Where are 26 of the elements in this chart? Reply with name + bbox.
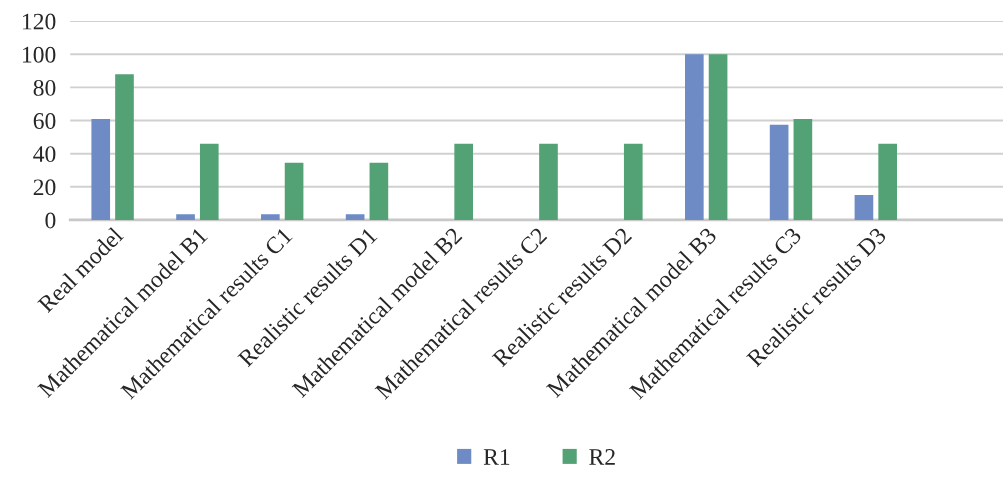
legend-label: R1 <box>483 449 510 465</box>
y-tick-label: 40 <box>33 146 56 163</box>
bar <box>369 162 389 220</box>
bar <box>878 143 897 220</box>
y-tick-label: 0 <box>45 212 56 229</box>
bar <box>454 143 474 220</box>
bar <box>176 214 195 220</box>
bar <box>539 143 558 220</box>
bar <box>769 124 789 220</box>
bar <box>685 54 704 220</box>
y-tick-label: 20 <box>33 179 56 196</box>
bar <box>793 118 813 220</box>
bar <box>708 54 728 220</box>
y-tick-label: 100 <box>22 46 56 63</box>
bar <box>284 162 304 220</box>
bar <box>91 118 111 220</box>
y-tick-label: 60 <box>33 113 56 129</box>
bar <box>115 74 134 220</box>
y-tick-label: 80 <box>33 79 56 96</box>
legend-label: R2 <box>589 449 615 465</box>
bar <box>199 143 219 220</box>
bar <box>345 214 365 220</box>
bar <box>261 214 280 220</box>
y-tick-label: 120 <box>22 13 56 30</box>
bar <box>623 143 643 220</box>
bar <box>854 195 874 220</box>
